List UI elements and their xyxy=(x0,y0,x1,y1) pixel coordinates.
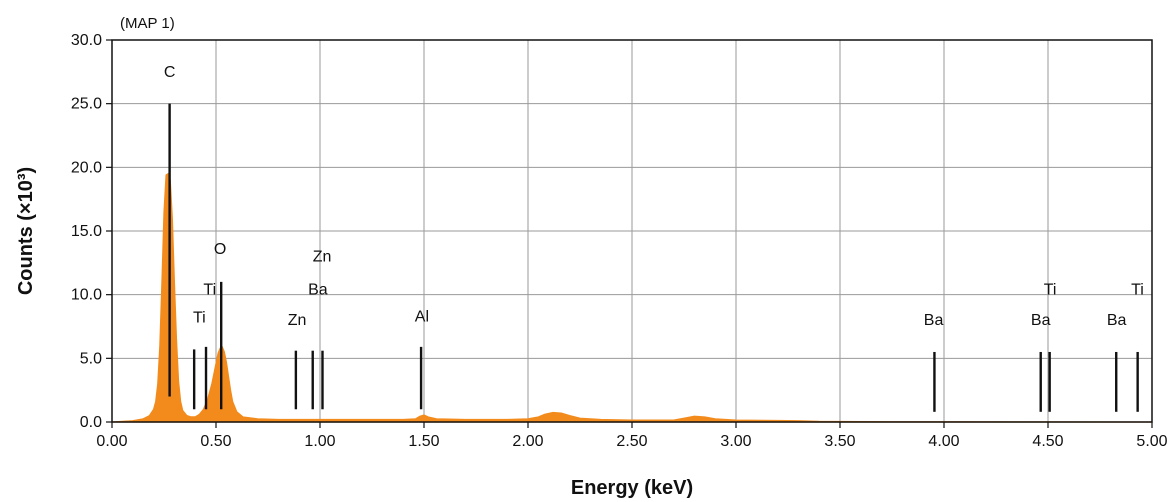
x-tick-label: 5.00 xyxy=(1136,433,1167,450)
element-label-al: Al xyxy=(415,308,429,325)
x-tick-label: 0.00 xyxy=(96,433,127,450)
y-tick-label: 30.0 xyxy=(71,32,102,49)
element-label-o: O xyxy=(214,241,226,258)
x-tick-label: 4.00 xyxy=(928,433,959,450)
element-label-ti: Ti xyxy=(1131,282,1144,299)
element-label-ba: Ba xyxy=(924,312,944,329)
element-label-ba: Ba xyxy=(308,282,328,299)
y-tick-label: 0.0 xyxy=(80,414,102,431)
y-tick-label: 25.0 xyxy=(71,96,102,113)
element-label-ti: Ti xyxy=(193,310,206,327)
y-axis-title: Counts (×10³) xyxy=(15,167,37,295)
x-tick-label: 3.50 xyxy=(824,433,855,450)
element-label-zn: Zn xyxy=(288,312,307,329)
x-tick-label: 1.00 xyxy=(304,433,335,450)
element-label-ti: Ti xyxy=(203,282,216,299)
y-axis-ticks: 0.0 5.0 10.0 15.0 20.0 25.0 30.0 xyxy=(71,32,112,431)
x-axis-ticks: 0.00 0.50 1.00 1.50 2.00 2.50 3.00 3.50 4.00 4.50… xyxy=(96,422,1168,450)
element-label-zn: Zn xyxy=(313,249,332,266)
x-tick-label: 0.50 xyxy=(200,433,231,450)
element-label-ti: Ti xyxy=(1044,282,1057,299)
element-label-ba: Ba xyxy=(1107,312,1127,329)
x-tick-label: 2.50 xyxy=(616,433,647,450)
y-tick-label: 10.0 xyxy=(71,287,102,304)
x-tick-label: 2.00 xyxy=(512,433,543,450)
y-tick-label: 15.0 xyxy=(71,223,102,240)
x-tick-label: 4.50 xyxy=(1032,433,1063,450)
x-axis-title: Energy (keV) xyxy=(571,477,693,499)
x-tick-label: 3.00 xyxy=(720,433,751,450)
x-tick-label: 1.50 xyxy=(408,433,439,450)
element-label-c: C xyxy=(164,64,176,81)
map-label: (MAP 1) xyxy=(120,15,175,32)
element-label-ba: Ba xyxy=(1031,312,1051,329)
element-markers xyxy=(168,103,1139,412)
y-tick-label: 5.0 xyxy=(80,350,102,367)
y-tick-label: 20.0 xyxy=(71,159,102,176)
grid-lines xyxy=(112,40,1152,422)
